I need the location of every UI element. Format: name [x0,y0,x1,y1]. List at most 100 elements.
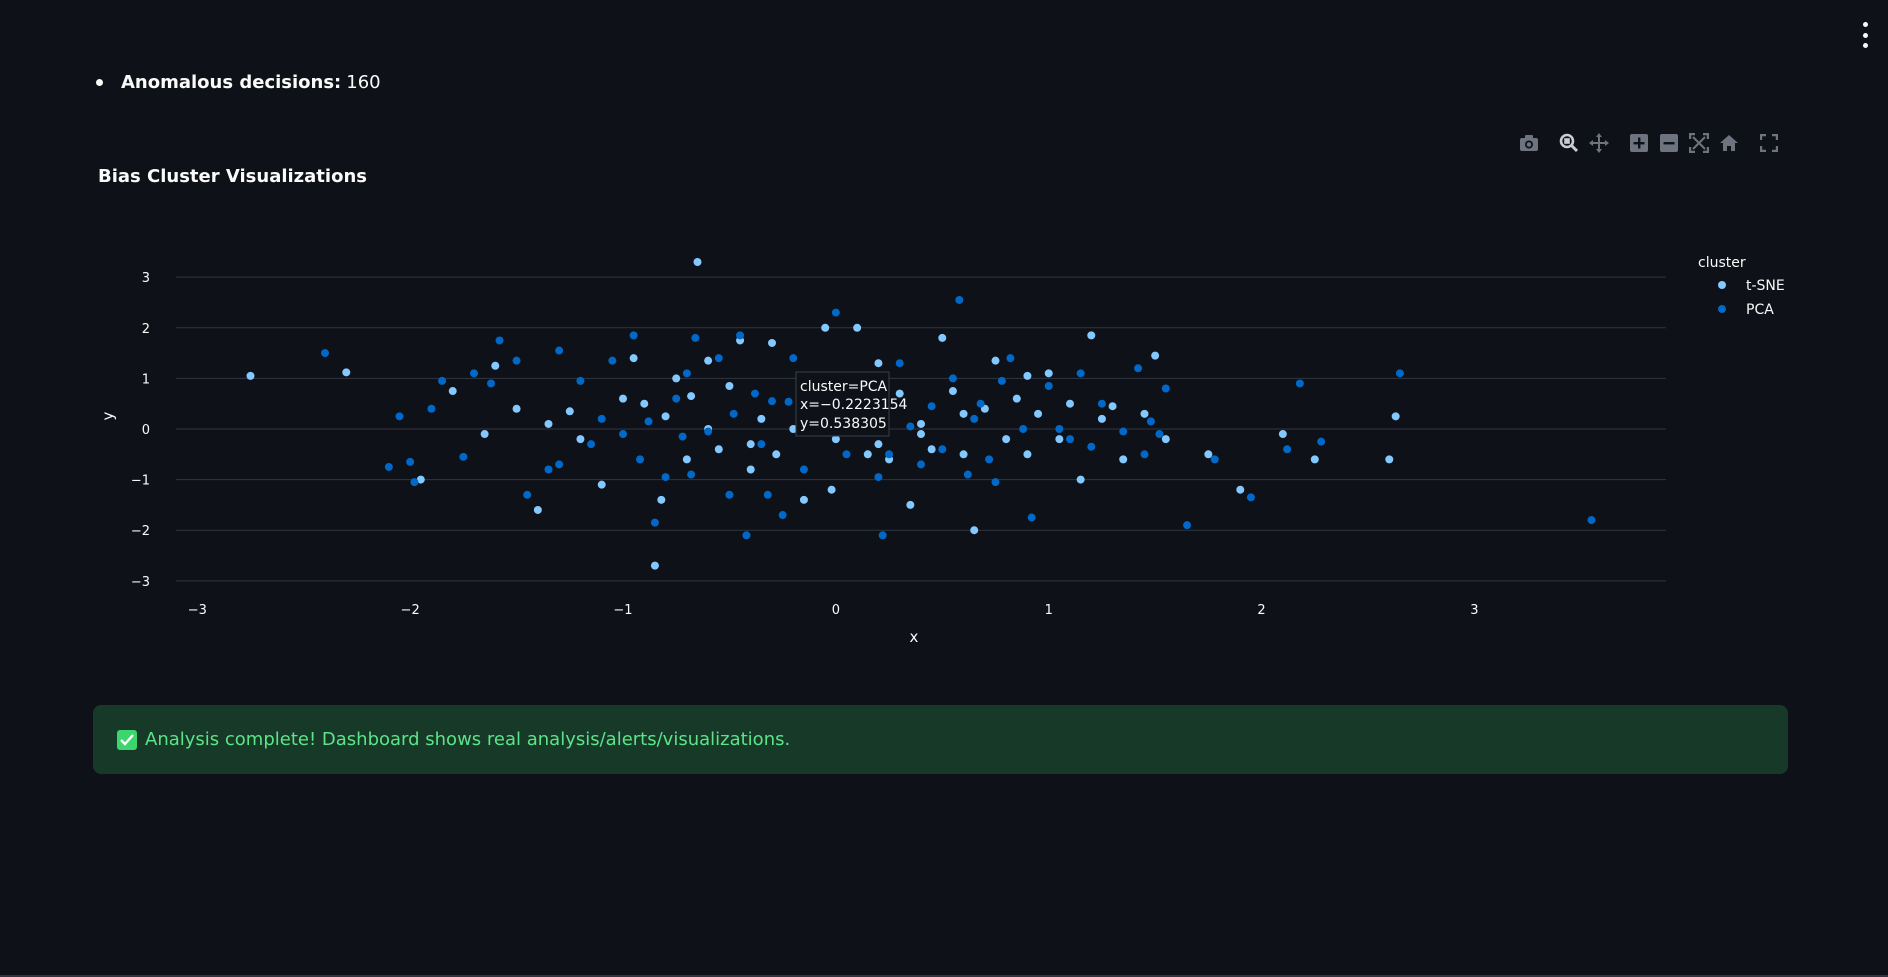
point-pca[interactable] [1087,442,1096,451]
point-pca[interactable] [1395,369,1404,378]
point-t-sne[interactable] [672,374,681,383]
point-pca[interactable] [938,445,947,454]
point-pca[interactable] [1210,455,1219,464]
point-t-sne[interactable] [772,450,781,459]
point-t-sne[interactable] [491,361,500,370]
point-t-sne[interactable] [246,371,255,380]
point-pca[interactable] [1055,425,1064,433]
point-t-sne[interactable] [746,465,755,474]
point-t-sne[interactable] [1140,409,1149,418]
point-t-sne[interactable] [448,387,457,396]
point-t-sne[interactable] [1002,435,1011,444]
point-pca[interactable] [555,460,564,469]
point-t-sne[interactable] [874,359,883,368]
point-t-sne[interactable] [757,414,766,423]
point-pca[interactable] [895,359,904,368]
point-pca[interactable] [736,331,745,340]
point-t-sne[interactable] [863,450,872,459]
point-t-sne[interactable] [768,338,776,347]
point-pca[interactable] [410,478,419,487]
zoom-icon[interactable] [1558,132,1580,154]
point-t-sne[interactable] [1151,351,1160,360]
point-t-sne[interactable] [1034,409,1043,418]
point-t-sne[interactable] [1023,450,1032,459]
point-t-sne[interactable] [704,356,713,365]
point-t-sne[interactable] [1012,394,1021,403]
point-pca[interactable] [661,473,670,482]
point-pca[interactable] [650,518,659,527]
point-t-sne[interactable] [1391,412,1400,421]
point-pca[interactable] [644,417,653,426]
point-pca[interactable] [1587,516,1596,525]
point-t-sne[interactable] [714,445,723,454]
point-t-sne[interactable] [959,409,968,418]
point-t-sne[interactable] [799,495,808,504]
point-pca[interactable] [459,452,468,461]
point-t-sne[interactable] [1087,331,1096,340]
point-pca[interactable] [768,397,776,406]
point-t-sne[interactable] [533,505,542,514]
point-t-sne[interactable] [927,445,936,454]
point-pca[interactable] [878,531,887,540]
scatter-chart[interactable]: −3 −2 −1 0 1 2 3 −3 −2 −1 0 1 2 3 x y cluster t-SNE PC… [0,0,1888,680]
point-t-sne[interactable] [629,354,638,363]
point-t-sne[interactable] [917,430,925,439]
point-t-sne[interactable] [725,381,734,390]
point-pca[interactable] [784,397,793,406]
point-pca[interactable] [874,473,883,482]
point-pca[interactable] [842,450,851,459]
point-pca[interactable] [927,402,936,411]
point-pca[interactable] [991,478,1000,487]
point-t-sne[interactable] [917,419,925,428]
point-t-sne[interactable] [746,440,755,449]
point-t-sne[interactable] [693,258,702,266]
zoom-out-icon[interactable] [1658,132,1680,154]
point-t-sne[interactable] [1278,430,1287,439]
point-t-sne[interactable] [416,475,425,484]
point-t-sne[interactable] [657,495,666,504]
point-t-sne[interactable] [959,450,968,459]
point-pca[interactable] [608,356,617,365]
point-t-sne[interactable] [906,500,915,509]
point-pca[interactable] [955,295,964,304]
point-t-sne[interactable] [1055,435,1064,444]
point-t-sne[interactable] [512,404,521,413]
point-pca[interactable] [948,374,957,383]
point-t-sne[interactable] [640,399,649,408]
point-pca[interactable] [1155,430,1164,439]
point-pca[interactable] [1076,369,1085,378]
point-pca[interactable] [321,349,329,358]
point-pca[interactable] [1006,354,1015,363]
point-pca[interactable] [1146,417,1155,426]
point-t-sne[interactable] [1204,450,1213,459]
legend-marker-pca[interactable] [1718,305,1726,313]
point-pca[interactable] [704,427,713,436]
point-pca[interactable] [555,346,564,355]
point-pca[interactable] [976,399,985,408]
point-pca[interactable] [917,460,925,469]
point-pca[interactable] [587,440,596,449]
point-pca[interactable] [1097,399,1106,408]
point-pca[interactable] [725,490,734,499]
point-pca[interactable] [1183,521,1192,530]
point-pca[interactable] [778,511,787,520]
point-pca[interactable] [406,457,415,466]
point-t-sne[interactable] [1385,455,1394,464]
point-pca[interactable] [763,490,772,499]
point-pca[interactable] [427,404,436,413]
point-pca[interactable] [487,379,496,388]
point-t-sne[interactable] [1108,402,1117,411]
point-t-sne[interactable] [1066,399,1074,408]
point-t-sne[interactable] [480,430,489,439]
point-t-sne[interactable] [1236,485,1245,494]
point-t-sne[interactable] [789,425,798,433]
point-pca[interactable] [1019,425,1028,433]
point-t-sne[interactable] [661,412,670,421]
point-t-sne[interactable] [650,561,659,570]
point-pca[interactable] [1295,379,1304,388]
point-t-sne[interactable] [342,368,351,377]
point-pca[interactable] [384,462,393,471]
point-pca[interactable] [1283,445,1292,454]
point-pca[interactable] [495,336,504,345]
camera-icon[interactable] [1518,132,1540,154]
